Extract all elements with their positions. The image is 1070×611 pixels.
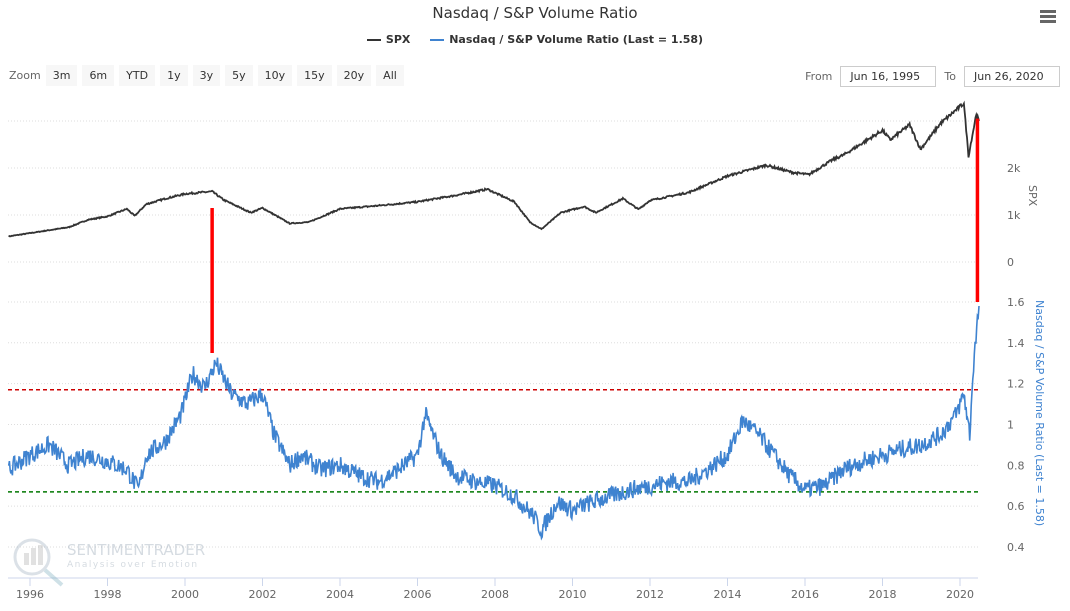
x-tick-label: 2004 xyxy=(326,588,354,601)
zoom-3y-button[interactable]: 3y xyxy=(192,65,221,86)
y-tick-label: 0.6 xyxy=(1007,500,1025,513)
zoom-label: Zoom xyxy=(9,69,41,82)
y-tick-label: 1.4 xyxy=(1007,337,1025,350)
ratio-swatch xyxy=(430,39,445,41)
x-tick-label: 2016 xyxy=(791,588,819,601)
y-tick-label: 0.8 xyxy=(1007,459,1025,472)
zoom-15y-button[interactable]: 15y xyxy=(297,65,332,86)
from-date-input[interactable]: Jun 16, 1995 xyxy=(840,66,937,87)
y-tick-label: 1 xyxy=(1007,418,1014,431)
x-tick-label: 2000 xyxy=(171,588,199,601)
spx-series-line xyxy=(8,100,980,238)
legend-label: Nasdaq / S&P Volume Ratio (Last = 1.58) xyxy=(449,33,704,46)
x-tick-label: 2012 xyxy=(636,588,664,601)
watermark-tagline: Analysis over Emotion xyxy=(67,560,199,570)
x-tick-label: 1996 xyxy=(16,588,44,601)
ratio-series-line xyxy=(7,305,980,541)
ratio-axis-title: Nasdaq / S&P Volume Ratio (Last = 1.58) xyxy=(1033,300,1046,526)
to-label: To xyxy=(944,70,956,83)
legend-label: SPX xyxy=(385,33,411,46)
hamburger-menu-icon[interactable] xyxy=(1040,10,1056,25)
zoom-1y-button[interactable]: 1y xyxy=(160,65,188,86)
x-tick-label: 2020 xyxy=(946,588,974,601)
to-date-input[interactable]: Jun 26, 2020 xyxy=(964,66,1060,87)
y-tick-label: 0.4 xyxy=(1007,541,1025,554)
legend-item-spx[interactable]: SPX xyxy=(366,33,411,46)
y-tick-label: 1.2 xyxy=(1007,378,1025,391)
y-tick-label: 0 xyxy=(1007,256,1014,269)
watermark-name: SENTIMENTRADER xyxy=(67,541,205,559)
x-tick-label: 2008 xyxy=(481,588,509,601)
legend-item-ratio[interactable]: Nasdaq / S&P Volume Ratio (Last = 1.58) xyxy=(430,33,703,46)
chart-title: Nasdaq / S&P Volume Ratio xyxy=(432,4,638,22)
x-tick-label: 2002 xyxy=(249,588,277,601)
zoom-10y-button[interactable]: 10y xyxy=(257,65,293,86)
zoom-5y-button[interactable]: 5y xyxy=(225,65,253,86)
date-range: From Jun 16, 1995 To Jun 26, 2020 xyxy=(805,66,1060,87)
from-label: From xyxy=(805,70,833,83)
zoom-20y-button[interactable]: 20y xyxy=(336,65,372,86)
x-tick-label: 2010 xyxy=(559,588,587,601)
x-tick-label: 2018 xyxy=(869,588,897,601)
legend: SPX Nasdaq / S&P Volume Ratio (Last = 1.… xyxy=(0,33,1070,46)
spx-axis-title: SPX xyxy=(1026,185,1039,207)
y-tick-label: 2k xyxy=(1007,162,1021,175)
zoom-bar: Zoom 3m 6m YTD 1y 3y 5y 10y 15y 20y All xyxy=(9,65,404,86)
y-tick-label: 1k xyxy=(1007,209,1021,222)
x-tick-label: 2014 xyxy=(714,588,742,601)
y-tick-label: 1.6 xyxy=(1007,296,1025,309)
zoom-all-button[interactable]: All xyxy=(376,65,404,86)
watermark-logo: SENTIMENTRADER Analysis over Emotion xyxy=(13,538,205,587)
zoom-6m-button[interactable]: 6m xyxy=(82,65,115,86)
x-tick-label: 1998 xyxy=(94,588,122,601)
zoom-ytd-button[interactable]: YTD xyxy=(119,65,156,86)
x-tick-label: 2006 xyxy=(404,588,432,601)
zoom-3m-button[interactable]: 3m xyxy=(45,65,78,86)
spx-swatch xyxy=(366,39,381,41)
